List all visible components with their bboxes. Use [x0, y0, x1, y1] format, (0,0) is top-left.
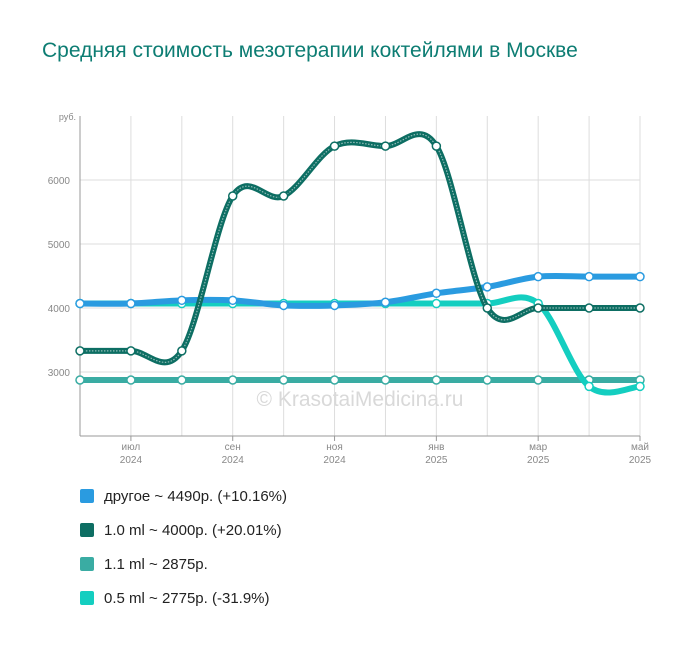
y-tick-label: 3000: [48, 368, 71, 379]
x-tick-label: сен: [225, 442, 241, 453]
y-tick-label: 4000: [48, 304, 71, 315]
data-point-other: [177, 295, 187, 306]
data-point-1-1-ml: [329, 375, 340, 385]
data-point-1-1-ml: [227, 375, 238, 385]
watermark: © KrasotaiMedicina.ru: [257, 388, 464, 411]
data-point-other: [329, 300, 340, 311]
data-point-1-0-ml: [380, 141, 391, 151]
x-tick-label: ноя: [326, 442, 343, 453]
data-point-1-1-ml: [278, 375, 289, 385]
data-point-1-1-ml: [177, 375, 187, 385]
data-point-1-0-ml: [584, 303, 594, 313]
data-point-1-0-ml: [177, 346, 187, 356]
data-point-other: [533, 271, 543, 282]
data-point-1-0-ml: [227, 191, 238, 201]
y-unit-label: руб.: [59, 112, 76, 122]
x-tick-label: 2024: [120, 455, 143, 466]
data-point-0-5-ml: [584, 381, 594, 392]
data-point-0-5-ml: [431, 298, 442, 309]
x-tick-label: 2024: [222, 455, 245, 466]
x-tick-label: 2025: [629, 455, 652, 466]
legend-swatch-icon: [80, 489, 94, 503]
legend-label: 1.1 ml ~ 2875р.: [104, 555, 208, 573]
data-point-1-0-ml: [278, 191, 289, 201]
data-point-1-0-ml: [126, 346, 136, 356]
x-tick-label: 2025: [425, 455, 448, 466]
legend: другое ~ 4490р. (+10.16%) 1.0 ml ~ 4000р…: [80, 485, 287, 621]
legend-label: 1.0 ml ~ 4000р. (+20.01%): [104, 521, 282, 539]
data-point-other: [75, 298, 85, 309]
x-tick-label: 2024: [323, 455, 346, 466]
data-point-other: [431, 288, 442, 299]
x-tick-label: май: [631, 442, 649, 453]
y-tick-label: 6000: [48, 176, 71, 187]
data-point-other: [126, 298, 136, 309]
legend-item-1-0-ml[interactable]: 1.0 ml ~ 4000р. (+20.01%): [80, 519, 287, 541]
y-tick-label: 5000: [48, 240, 71, 251]
legend-swatch-icon: [80, 557, 94, 571]
data-point-other: [635, 271, 645, 282]
legend-item-1-1-ml[interactable]: 1.1 ml ~ 2875р.: [80, 553, 287, 575]
data-point-1-0-ml: [75, 346, 85, 356]
data-point-other: [584, 271, 594, 282]
data-point-1-0-ml: [431, 141, 442, 151]
chart-title: Средняя стоимость мезотерапии коктейлями…: [42, 39, 578, 62]
data-point-1-1-ml: [126, 375, 136, 385]
data-point-1-0-ml: [635, 303, 645, 313]
legend-item-other[interactable]: другое ~ 4490р. (+10.16%): [80, 485, 287, 507]
legend-swatch-icon: [80, 591, 94, 605]
legend-item-0-5-ml[interactable]: 0.5 ml ~ 2775р. (-31.9%): [80, 587, 287, 609]
series-line-other: [77, 272, 643, 309]
data-point-1-1-ml: [482, 375, 493, 385]
data-point-other: [380, 297, 391, 307]
legend-label: 0.5 ml ~ 2775р. (-31.9%): [104, 589, 270, 607]
x-tick-label: мар: [529, 442, 547, 453]
legend-label: другое ~ 4490р. (+10.16%): [104, 487, 288, 505]
data-point-1-1-ml: [431, 375, 442, 385]
x-tick-label: 2025: [527, 455, 550, 466]
data-point-other: [227, 295, 238, 306]
line-chart: 3000 4000 5000 6000 руб. июл 2024 сен 2024 ноя 202…: [48, 112, 652, 466]
legend-swatch-icon: [80, 523, 94, 537]
data-point-other: [482, 282, 493, 292]
data-point-1-1-ml: [380, 375, 391, 385]
data-point-other: [278, 300, 289, 311]
data-point-1-0-ml: [533, 303, 543, 313]
data-point-1-0-ml: [482, 303, 493, 313]
data-point-1-0-ml: [329, 141, 340, 151]
data-point-0-5-ml: [635, 381, 645, 392]
x-tick-label: янв: [428, 442, 444, 453]
x-tick-label: июл: [122, 442, 141, 453]
data-point-1-1-ml: [533, 375, 543, 385]
data-point-1-1-ml: [75, 375, 85, 385]
